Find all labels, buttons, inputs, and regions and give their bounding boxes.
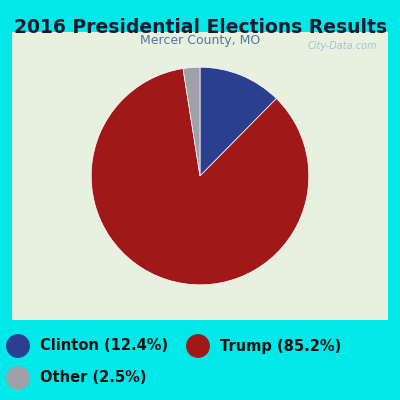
Wedge shape	[91, 68, 309, 285]
Text: 2016 Presidential Elections Results: 2016 Presidential Elections Results	[14, 18, 386, 37]
Wedge shape	[183, 67, 200, 176]
Wedge shape	[200, 67, 276, 176]
Text: Other (2.5%): Other (2.5%)	[40, 370, 146, 386]
Text: City-Data.com: City-Data.com	[307, 41, 377, 51]
Text: Clinton (12.4%): Clinton (12.4%)	[40, 338, 168, 354]
Text: Mercer County, MO: Mercer County, MO	[140, 34, 260, 47]
Text: Trump (85.2%): Trump (85.2%)	[220, 338, 341, 354]
